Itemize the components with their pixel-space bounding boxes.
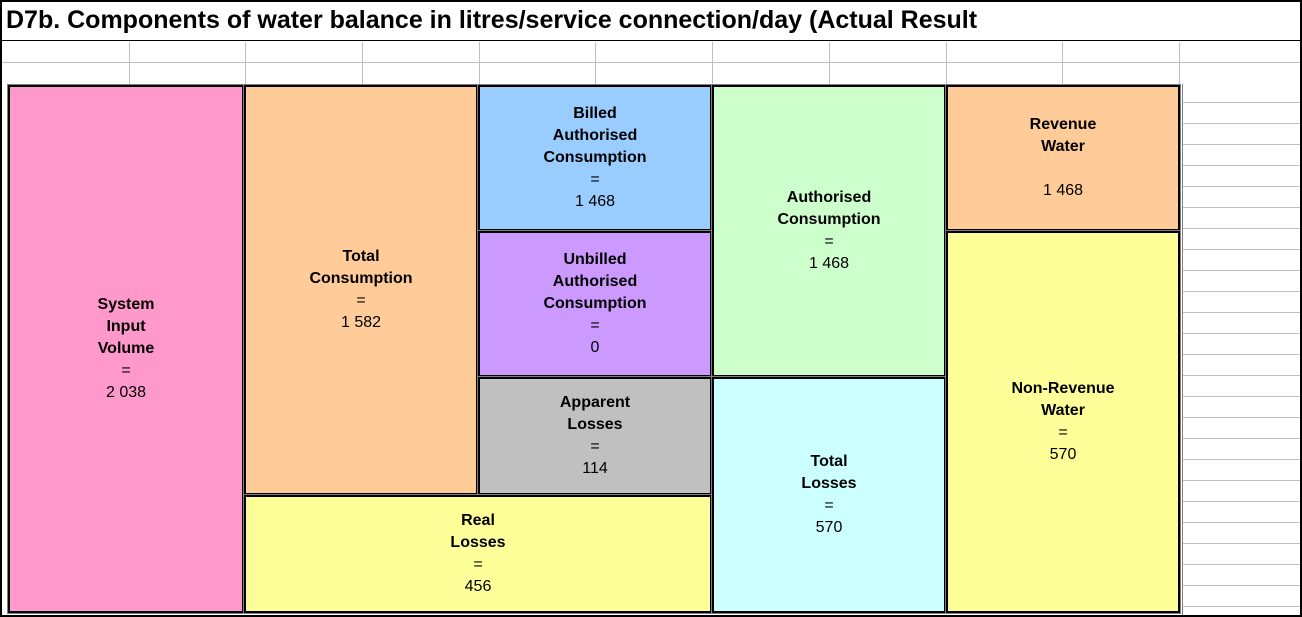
box-value: 570 (1049, 446, 1077, 463)
grid-line (1182, 207, 1300, 208)
equals-sign: = (590, 438, 600, 455)
box-label: Billed (573, 105, 617, 122)
grid-line (1182, 375, 1300, 376)
box-label: Volume (97, 340, 155, 357)
box-label: Input (106, 318, 146, 335)
equals-sign: = (473, 556, 483, 573)
grid-line (1182, 291, 1300, 292)
box-value: 1 582 (340, 314, 382, 331)
water-balance-box: Total Losses = 570 (711, 376, 947, 614)
grid-line (1182, 102, 1300, 103)
grid-line (1182, 84, 1183, 615)
grid-line (946, 42, 947, 84)
box-label: Consumption (777, 211, 881, 228)
grid-line (1182, 270, 1300, 271)
grid-line (1182, 543, 1300, 544)
box-value: 0 (590, 339, 600, 356)
grid-line (1182, 354, 1300, 355)
box-label: Water (1041, 402, 1085, 419)
water-balance-box: Unbilled Authorised Consumption = 0 (477, 230, 713, 378)
grid-line (595, 42, 596, 84)
grid-line (829, 42, 830, 84)
grid-line (129, 42, 130, 84)
box-value: 456 (464, 578, 492, 595)
box-label: Real (461, 512, 495, 529)
grid-line (1182, 585, 1300, 586)
sheet-title: D7b. Components of water balance in litr… (6, 6, 978, 34)
box-label: Total (342, 248, 380, 265)
grid-line (712, 42, 713, 84)
box-label: Authorised (552, 127, 638, 144)
grid-line (1182, 249, 1300, 250)
water-balance-box: System Input Volume = 2 038 (7, 84, 245, 614)
equals-sign: = (590, 171, 600, 188)
grid-line (1182, 123, 1300, 124)
box-label: Unbilled (563, 251, 627, 268)
grid-line (1182, 165, 1300, 166)
box-value: 1 468 (1042, 182, 1084, 199)
grid-line (1182, 144, 1300, 145)
box-label: Authorised (786, 189, 872, 206)
grid-line (1182, 501, 1300, 502)
box-label: Non-Revenue (1011, 380, 1115, 397)
grid-line (1182, 606, 1300, 607)
box-value: 114 (582, 460, 608, 477)
box-value: 570 (815, 519, 843, 536)
grid-line (1182, 417, 1300, 418)
water-balance-box: Non-Revenue Water = 570 (945, 230, 1181, 614)
grid-line (1179, 42, 1180, 84)
box-label: Authorised (552, 273, 638, 290)
box-label: Apparent (559, 394, 631, 411)
grid-line (1182, 312, 1300, 313)
water-balance-box: Billed Authorised Consumption = 1 468 (477, 84, 713, 232)
box-value: 1 468 (574, 193, 616, 210)
grid-line (2, 40, 1300, 41)
water-balance-box: Authorised Consumption = 1 468 (711, 84, 947, 378)
grid-line (1182, 522, 1300, 523)
grid-line (1182, 438, 1300, 439)
box-label: Total (810, 453, 848, 470)
grid-line (1182, 480, 1300, 481)
grid-line (1182, 564, 1300, 565)
equals-sign: = (121, 362, 131, 379)
box-label: Water (1041, 138, 1085, 155)
grid-line (362, 42, 363, 84)
box-label: Consumption (543, 149, 647, 166)
box-label: Revenue (1029, 116, 1097, 133)
grid-line (2, 62, 1300, 63)
equals-sign: = (824, 497, 834, 514)
water-balance-box: Total Consumption = 1 582 (243, 84, 479, 496)
water-balance-box: Apparent Losses = 114 (477, 376, 713, 496)
equals-sign: = (824, 233, 834, 250)
grid-line (1182, 186, 1300, 187)
equals-sign: = (1058, 424, 1068, 441)
box-value: 1 468 (808, 255, 850, 272)
grid-line (245, 42, 246, 84)
box-label: Consumption (309, 270, 413, 287)
box-label: Consumption (543, 295, 647, 312)
grid-line (1182, 228, 1300, 229)
box-label: Losses (801, 475, 857, 492)
water-balance-box: Revenue Water 1 468 (945, 84, 1181, 232)
grid-line (1182, 396, 1300, 397)
box-label: Losses (450, 534, 506, 551)
grid-line (1062, 42, 1063, 84)
grid-line (479, 42, 480, 84)
equals-sign: = (590, 317, 600, 334)
grid-line (1182, 333, 1300, 334)
water-balance-box: Real Losses = 456 (243, 494, 713, 614)
box-label: System (97, 296, 155, 313)
grid-line (1182, 459, 1300, 460)
box-label: Losses (567, 416, 623, 433)
equals-sign: = (356, 292, 366, 309)
box-value: 2 038 (105, 384, 147, 401)
